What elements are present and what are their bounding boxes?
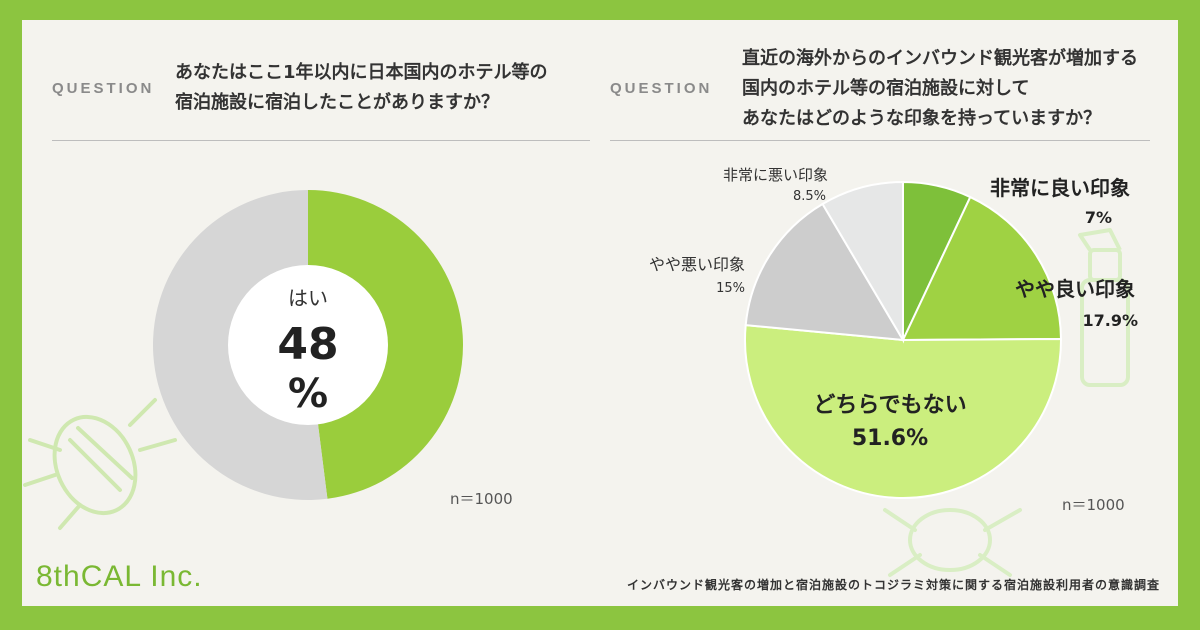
question-line: あなたはどのような印象を持っていますか？ bbox=[742, 108, 1102, 129]
bedbug-illustration-right bbox=[883, 508, 1022, 577]
pie-slice-3 bbox=[744, 202, 905, 342]
pie-category-label: やや良い印象 bbox=[1015, 277, 1135, 301]
question-line: 直近の海外からのインバウンド観光客が増加する bbox=[742, 48, 1138, 69]
question-line: 宿泊施設に宿泊したことがありますか？ bbox=[175, 92, 499, 113]
donut-center-unit: % bbox=[288, 371, 328, 417]
divider-left bbox=[52, 140, 590, 141]
question-line: あなたはここ1年以内に日本国内のホテル等の bbox=[175, 62, 548, 83]
pie-category-label: 非常に悪い印象 bbox=[723, 166, 828, 184]
pie-value-label: 17.9% bbox=[1082, 311, 1138, 330]
sample-size-left: n＝1000 bbox=[450, 490, 513, 508]
pie-value-label: 51.6% bbox=[852, 426, 928, 451]
donut-hole bbox=[228, 265, 388, 425]
donut-center-label: はい bbox=[288, 286, 328, 310]
company-logo: 8thCAL Inc. bbox=[36, 560, 203, 593]
pie-chart: 非常に良い印象 7% やや良い印象 17.9% どちらでもない 51.6% やや悪い印象 15… bbox=[649, 166, 1138, 499]
pie-value-label: 15% bbox=[716, 281, 745, 296]
question-label-right: QUESTION bbox=[610, 80, 713, 97]
pie-value-label: 7% bbox=[1085, 208, 1112, 227]
donut-chart: はい 48% bbox=[152, 190, 463, 500]
pie-slice-4 bbox=[821, 180, 904, 344]
donut-center-value: 48 bbox=[277, 319, 338, 370]
question-line: 国内のホテル等の宿泊施設に対して bbox=[742, 78, 1030, 99]
pie-category-label: 非常に良い印象 bbox=[990, 176, 1130, 200]
spray-bottle-illustration bbox=[1078, 228, 1130, 387]
sample-size-right: n＝1000 bbox=[1062, 496, 1125, 514]
question-label-left: QUESTION bbox=[52, 80, 155, 97]
pie-value-label: 8.5% bbox=[793, 189, 826, 204]
question-text-right: 直近の海外からのインバウンド観光客が増加する 国内のホテル等の宿泊施設に対して … bbox=[742, 44, 1138, 134]
pie-category-label: やや悪い印象 bbox=[649, 255, 745, 274]
pie-category-label: どちらでもない bbox=[813, 393, 966, 418]
bedbug-illustration-left bbox=[23, 398, 177, 530]
divider-right bbox=[610, 140, 1150, 141]
pie-slice-2 bbox=[744, 324, 1062, 499]
pie-slice-1 bbox=[901, 195, 1063, 342]
question-text-left: あなたはここ1年以内に日本国内のホテル等の 宿泊施設に宿泊したことがありますか？ bbox=[175, 58, 548, 118]
survey-title: インバウンド観光客の増加と宿泊施設のトコジラミ対策に関する宿泊施設利用者の意識調… bbox=[626, 578, 1160, 592]
